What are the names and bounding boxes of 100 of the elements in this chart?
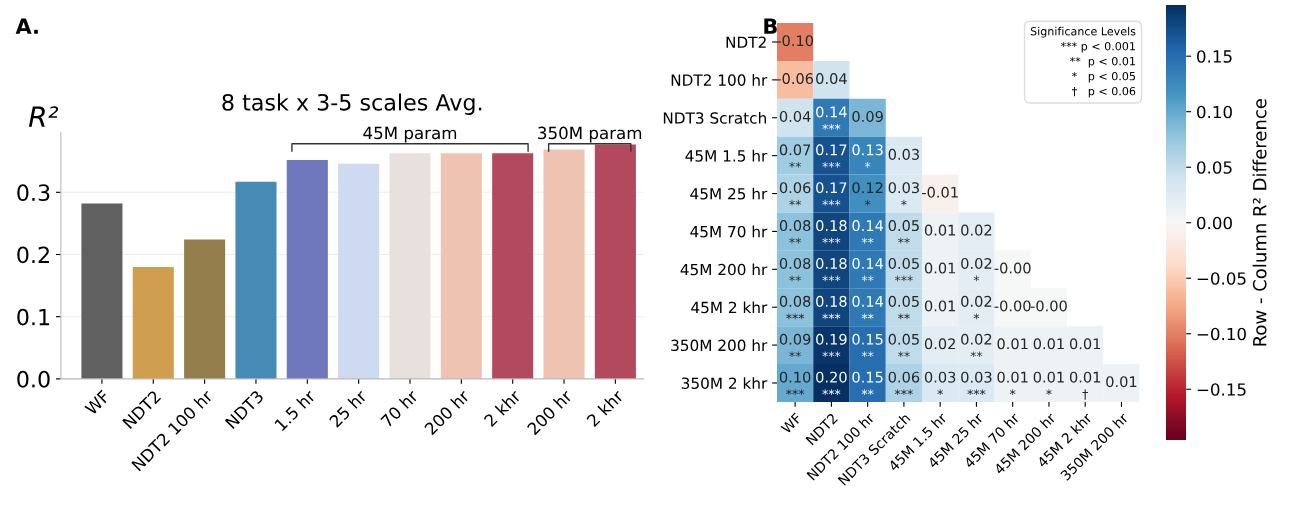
y-tick-label: 0.0 xyxy=(17,370,50,388)
y-tick-label: 45M 25 hr xyxy=(690,187,768,200)
y-tick-label: 45M 1.5 hr xyxy=(685,149,768,162)
x-tick-label: 25 hr xyxy=(328,388,368,428)
data-label: 0.05 ** xyxy=(888,333,919,358)
data-label: -0.00 xyxy=(994,262,1031,274)
data-label: 0.05 ** xyxy=(888,220,919,244)
color-bar-title: Row - Column R² Difference xyxy=(1252,99,1267,346)
data-label: 0.03 xyxy=(888,148,919,160)
data-label: 0.08 ** xyxy=(779,257,811,282)
annotation: *** p < 0.001 xyxy=(1060,42,1135,53)
legend-title: Significance Levels xyxy=(1030,26,1136,38)
data-label: 0.02 ** xyxy=(961,333,992,358)
x-tick-label: WF xyxy=(84,389,111,416)
annotation: 45M param xyxy=(363,126,457,143)
color-bar-label: 0.15 xyxy=(1197,50,1232,63)
data-label: 0.12 * xyxy=(852,182,883,206)
data-label: 0.04 xyxy=(816,73,847,85)
x-tick-label: 200 hr xyxy=(423,388,471,436)
bar xyxy=(338,163,380,379)
data-label: 0.17 *** xyxy=(816,144,847,168)
y-tick-label: 350M 200 hr xyxy=(671,339,768,352)
bar xyxy=(81,203,123,379)
y-tick-label: 350M 2 khr xyxy=(681,377,768,389)
data-label: 0.03 *** xyxy=(961,371,992,395)
data-label: 0.13 * xyxy=(852,144,883,168)
data-label: 0.01 † xyxy=(1069,371,1101,400)
color-bar-label: 0.00 xyxy=(1197,216,1232,230)
bar xyxy=(492,153,534,379)
data-label: 0.04 xyxy=(779,110,811,122)
data-label: 0.01 xyxy=(1069,338,1101,350)
data-label: 0.20 *** xyxy=(816,371,847,395)
color-bar-label: 0.10 xyxy=(1197,105,1232,119)
y-tick-label: 45M 70 hr xyxy=(690,225,768,238)
data-label: 0.19 *** xyxy=(816,333,847,358)
data-label: -0.01 xyxy=(922,186,958,198)
data-label: 0.08 ** xyxy=(779,220,811,244)
color-bar-label: 0.05 xyxy=(1197,161,1232,174)
data-label: -0.06 xyxy=(776,73,814,85)
data-label: 0.14 ** xyxy=(852,220,884,244)
data-label: 0.17 *** xyxy=(816,182,847,206)
data-label: 0.15 ** xyxy=(852,333,883,358)
y-tick-label: 0.2 xyxy=(17,246,49,264)
data-label: 0.01 * xyxy=(997,371,1028,395)
bar xyxy=(286,159,328,379)
y-tick-label: 45M 2 khr xyxy=(691,301,768,314)
color-bar-label: −0.05 xyxy=(1197,272,1246,285)
data-label: -0.10 xyxy=(776,35,814,47)
data-label: 0.09 xyxy=(852,110,883,122)
data-label: 0.01 xyxy=(924,262,956,274)
annotation: † p < 0.06 xyxy=(1071,86,1136,98)
data-label: 0.15 ** xyxy=(852,371,883,395)
color-bar-label: −0.15 xyxy=(1197,383,1246,396)
y-tick-label: NDT2 100 hr xyxy=(671,74,768,86)
y-tick-label: NDT3 Scratch xyxy=(663,111,766,124)
data-label: 0.18 *** xyxy=(816,220,847,244)
data-label: 0.01 xyxy=(1106,376,1137,388)
data-label: 0.18 *** xyxy=(816,295,847,320)
data-label: 0.14 *** xyxy=(816,106,847,130)
text: A. xyxy=(15,18,38,34)
bar xyxy=(235,181,277,379)
data-label: 0.02 * xyxy=(961,257,992,282)
y-tick-label: NDT2 xyxy=(726,36,766,48)
data-label: -0.00 xyxy=(1030,300,1067,312)
data-label: 0.06 *** xyxy=(888,371,920,395)
y-tick-label: 45M 200 hr xyxy=(680,263,768,276)
annotation: 350M param xyxy=(538,126,642,143)
x-tick-label: 1.5 hr xyxy=(273,388,317,432)
data-label: 0.01 xyxy=(997,338,1028,350)
x-tick-label: WF xyxy=(780,412,803,435)
bar xyxy=(543,149,585,379)
data-label: 0.01 * xyxy=(1033,371,1064,395)
data-label: -0.00 xyxy=(994,300,1031,312)
chart-title: 8 task x 3-5 scales Avg. xyxy=(222,93,482,116)
x-tick-label: 200 hr xyxy=(526,388,574,436)
annotation: * p < 0.05 xyxy=(1071,71,1136,83)
bar xyxy=(389,153,431,379)
color-bar-label: −0.10 xyxy=(1197,327,1246,341)
data-label: 0.18 *** xyxy=(816,257,847,282)
text: B xyxy=(764,18,777,34)
x-tick-label: 2 khr xyxy=(483,388,522,428)
data-label: 0.14 ** xyxy=(852,295,884,320)
data-label: 0.02 xyxy=(961,224,992,236)
data-label: 0.01 xyxy=(924,224,956,236)
bar xyxy=(594,144,636,379)
data-label: 0.02 xyxy=(924,338,955,350)
data-label: 0.08 *** xyxy=(779,295,811,320)
bar xyxy=(440,153,482,379)
data-label: 0.01 xyxy=(1033,338,1064,350)
data-label: 0.06 ** xyxy=(779,182,811,206)
x-tick-label: 70 hr xyxy=(379,388,420,428)
data-label: 0.02 * xyxy=(961,295,992,320)
bar xyxy=(184,239,226,379)
data-label: 0.05 ** xyxy=(888,295,919,320)
x-tick-label: 2 khr xyxy=(585,388,625,428)
annotation: ** p < 0.01 xyxy=(1069,56,1135,68)
data-label: 0.01 xyxy=(924,300,956,312)
data-label: 0.05 *** xyxy=(888,257,919,282)
y-axis-title: R² xyxy=(28,106,59,127)
data-label: 0.09 ** xyxy=(779,333,811,358)
